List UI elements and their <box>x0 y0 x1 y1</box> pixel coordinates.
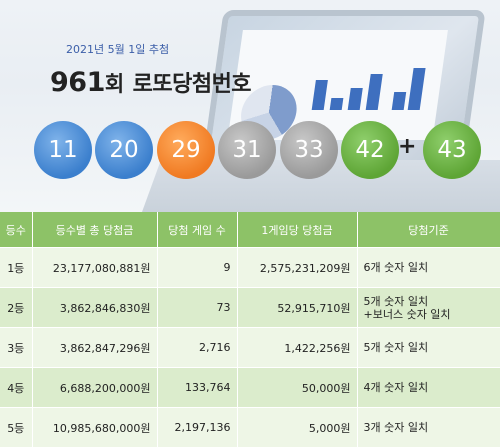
games-cell: 133,764 <box>157 367 238 408</box>
criteria-text: 4개 숫자 일치 <box>363 381 429 394</box>
lotto-ball-1: 11 <box>34 121 92 179</box>
total-prize-cell: 10,985,680,000원 <box>32 407 158 448</box>
criteria-cell: 6개 숫자 일치 <box>357 247 500 288</box>
page-title: 961회 로또당첨번호 <box>50 66 252 98</box>
bar-graphic <box>329 98 344 110</box>
criteria-text: 5개 숫자 일치 <box>363 294 429 308</box>
per-game-cell: 50,000원 <box>237 367 358 408</box>
banner: 2021년 5월 1일 추첨 961회 로또당첨번호 11 20 29 31 3… <box>0 0 500 212</box>
header-rank: 등수 <box>0 212 33 248</box>
lotto-ball-2: 20 <box>95 121 153 179</box>
draw-date: 2021년 5월 1일 추첨 <box>66 43 170 56</box>
header-criteria: 당첨기준 <box>357 212 500 248</box>
games-cell: 73 <box>157 287 238 328</box>
rank-cell: 3등 <box>0 327 33 368</box>
criteria-text: 3개 숫자 일치 <box>363 421 429 434</box>
per-game-cell: 52,915,710원 <box>237 287 358 328</box>
lotto-ball-3: 29 <box>157 121 215 179</box>
games-cell: 9 <box>157 247 238 288</box>
lotto-ball-6: 42 <box>341 121 399 179</box>
bar-graphic <box>365 74 383 110</box>
plus-sign: + <box>398 134 417 159</box>
lotto-ball-5: 33 <box>280 121 338 179</box>
bar-graphic <box>347 88 363 110</box>
round-suffix: 회 <box>104 72 124 96</box>
table-header-row: 등수 등수별 총 당첨금 당첨 게임 수 1게임당 당첨금 당첨기준 <box>0 212 500 248</box>
table-row: 5등 10,985,680,000원 2,197,136 5,000원 3개 숫… <box>0 407 500 448</box>
criteria-cell: 4개 숫자 일치 <box>357 367 500 408</box>
total-prize-cell: 3,862,847,296원 <box>32 327 158 368</box>
criteria-text: 6개 숫자 일치 <box>363 261 429 274</box>
total-prize-cell: 3,862,846,830원 <box>32 287 158 328</box>
table-row: 3등 3,862,847,296원 2,716 1,422,256원 5개 숫자… <box>0 327 500 368</box>
bonus-ball: 43 <box>423 121 481 179</box>
per-game-cell: 2,575,231,209원 <box>237 247 358 288</box>
header-prize-per-game: 1게임당 당첨금 <box>237 212 358 248</box>
total-prize-cell: 23,177,080,881원 <box>32 247 158 288</box>
header-total-prize: 등수별 총 당첨금 <box>32 212 158 248</box>
criteria-text-bonus: +보너스 숫자 일치 <box>363 307 451 321</box>
rank-cell: 2등 <box>0 287 33 328</box>
header-winning-games: 당첨 게임 수 <box>157 212 238 248</box>
table-row: 2등 3,862,846,830원 73 52,915,710원 5개 숫자 일… <box>0 287 500 328</box>
rank-cell: 4등 <box>0 367 33 408</box>
criteria-cell: 3개 숫자 일치 <box>357 407 500 448</box>
games-cell: 2,197,136 <box>157 407 238 448</box>
per-game-cell: 1,422,256원 <box>237 327 358 368</box>
rank-cell: 1등 <box>0 247 33 288</box>
per-game-cell: 5,000원 <box>237 407 358 448</box>
bar-graphic <box>407 68 426 110</box>
lotto-ball-4: 31 <box>218 121 276 179</box>
table-row: 4등 6,688,200,000원 133,764 50,000원 4개 숫자 … <box>0 367 500 408</box>
bar-graphic <box>391 92 407 110</box>
bar-graphic <box>311 80 328 110</box>
rank-cell: 5등 <box>0 407 33 448</box>
criteria-cell: 5개 숫자 일치 <box>357 327 500 368</box>
prize-table: 등수 등수별 총 당첨금 당첨 게임 수 1게임당 당첨금 당첨기준 1등 23… <box>0 212 500 448</box>
round-number: 961 <box>50 67 105 98</box>
criteria-cell: 5개 숫자 일치 +보너스 숫자 일치 <box>357 287 500 328</box>
table-row: 1등 23,177,080,881원 9 2,575,231,209원 6개 숫… <box>0 247 500 288</box>
games-cell: 2,716 <box>157 327 238 368</box>
total-prize-cell: 6,688,200,000원 <box>32 367 158 408</box>
criteria-text: 5개 숫자 일치 <box>363 341 429 354</box>
title-text: 로또당첨번호 <box>132 72 252 97</box>
